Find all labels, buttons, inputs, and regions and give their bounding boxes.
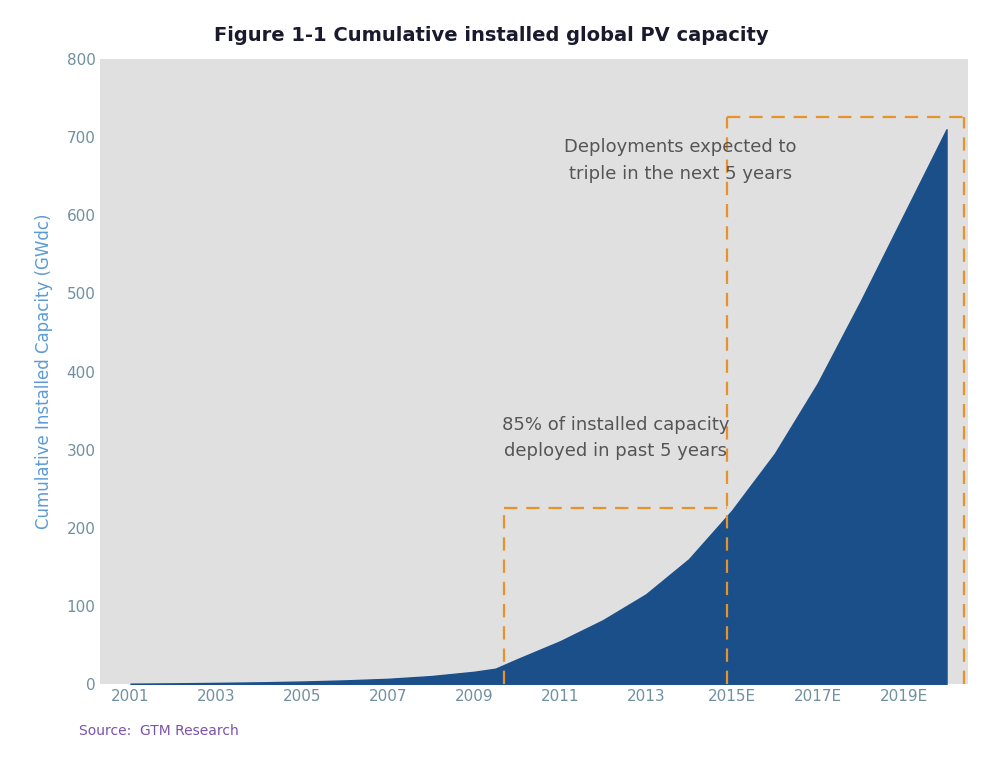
Y-axis label: Cumulative Installed Capacity (GWdc): Cumulative Installed Capacity (GWdc): [34, 213, 53, 529]
Text: Deployments expected to
triple in the next 5 years: Deployments expected to triple in the ne…: [564, 139, 796, 182]
Text: Figure 1-1 Cumulative installed global PV capacity: Figure 1-1 Cumulative installed global P…: [214, 26, 769, 45]
Text: Source:  GTM Research: Source: GTM Research: [79, 724, 239, 738]
Text: 85% of installed capacity
deployed in past 5 years: 85% of installed capacity deployed in pa…: [502, 416, 729, 460]
